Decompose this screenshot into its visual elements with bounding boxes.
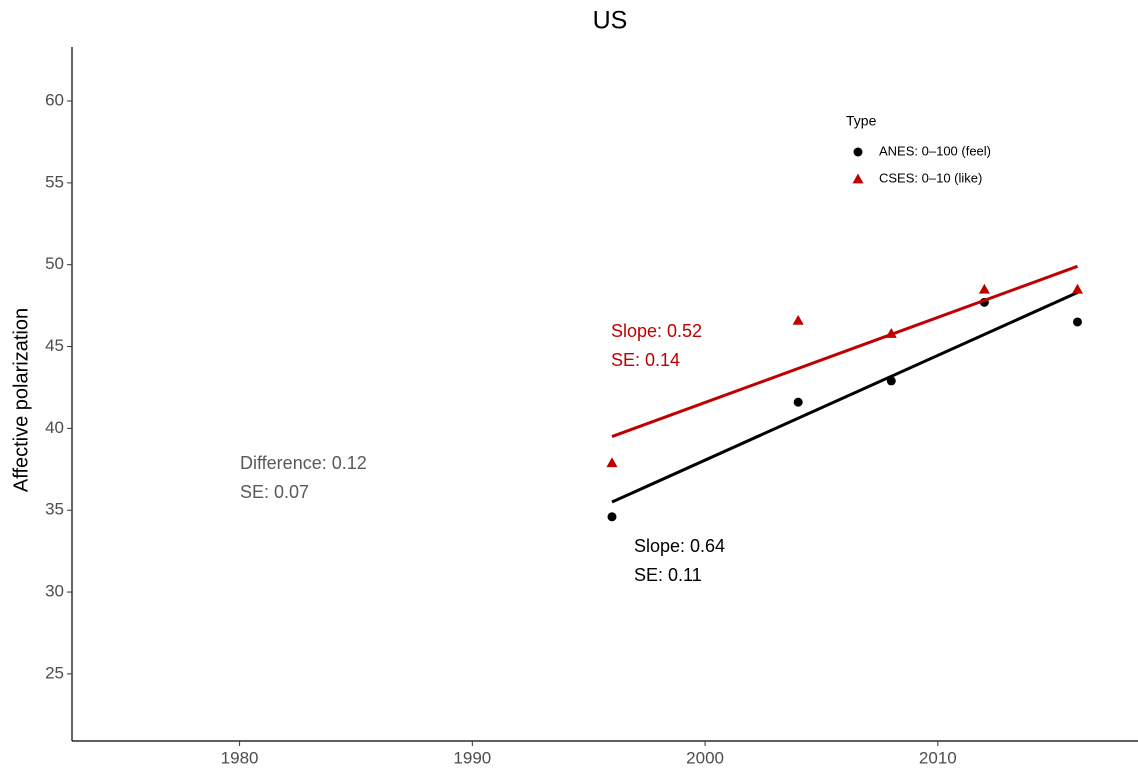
legend-marker — [853, 147, 863, 157]
annotation: SE: 0.14 — [611, 350, 680, 370]
legend-label: ANES: 0–100 (feel) — [879, 143, 991, 158]
y-tick-label: 30 — [45, 582, 64, 601]
point — [1071, 283, 1083, 294]
point — [606, 457, 618, 468]
annotation: SE: 0.11 — [634, 565, 702, 585]
legend-label: CSES: 0–10 (like) — [879, 170, 982, 185]
x-tick-label: 2010 — [919, 748, 957, 767]
x-tick-label: 1980 — [221, 748, 259, 767]
annotation: SE: 0.07 — [240, 482, 309, 502]
point — [792, 314, 804, 325]
annotation: Slope: 0.64 — [634, 536, 725, 556]
x-tick-label: 2000 — [686, 748, 724, 767]
fit-line — [611, 264, 1078, 438]
y-tick-label: 25 — [45, 663, 64, 682]
y-tick-label: 50 — [45, 254, 64, 273]
annotation: Difference: 0.12 — [240, 453, 367, 473]
y-tick-label: 35 — [45, 500, 64, 519]
chart-title: US — [593, 7, 628, 35]
x-tick-label: 1990 — [453, 748, 491, 767]
point — [978, 283, 990, 294]
fit-line — [611, 291, 1079, 504]
point — [885, 327, 897, 338]
legend-marker — [852, 173, 864, 184]
y-axis-label: Affective polarization — [10, 308, 32, 492]
y-tick-label: 60 — [45, 90, 64, 109]
point — [1072, 317, 1082, 327]
point — [793, 397, 803, 407]
point — [607, 512, 617, 522]
y-tick-label: 40 — [45, 418, 64, 437]
y-tick-label: 55 — [45, 172, 64, 191]
y-tick-label: 45 — [45, 336, 64, 355]
legend-title: Type — [846, 113, 877, 129]
point — [886, 376, 896, 386]
annotation: Slope: 0.52 — [611, 321, 702, 341]
